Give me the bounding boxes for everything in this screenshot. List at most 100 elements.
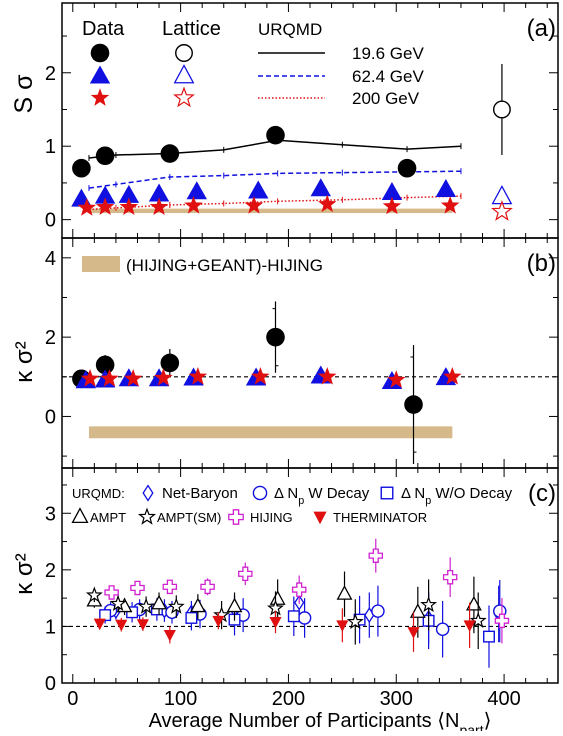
data-point [154,368,173,386]
data-point [118,184,140,203]
data-point [148,183,170,202]
legend-urqmd-prefix: URQMD: [72,486,125,501]
data-point [368,548,384,563]
data-point [317,367,337,385]
data-point [287,610,300,623]
data-point [167,597,185,614]
data-point [266,125,285,145]
legend-energy-label: 62.4 GeV [352,67,424,86]
legend-model-label: AMPT(SM) [157,510,221,525]
x-tick-label: 400 [487,688,520,710]
y-tick-label: 1 [45,616,56,638]
text-layer: 0 1 2 (a) 0 2 4 (b) 0 1 2 3 (c) S σ κ σ² κ σ² 0 100 200 300… [10,15,556,736]
data-point [163,629,176,642]
legend-model-label: Δ Np W Decay [274,485,370,507]
data-point [386,370,406,388]
panel-label: (a) [527,15,556,42]
frame-layer [61,2,559,684]
marks-layer [71,43,513,668]
legend-model-label: Δ Np W/O Decay [401,485,513,507]
data-point [109,594,127,611]
data-point [85,586,103,603]
y-tick-label: 0 [45,673,56,695]
data-point [226,597,243,613]
y-tick-label: 2 [45,63,56,85]
data-point [382,196,402,215]
data-point [443,367,462,385]
data-point [185,611,198,624]
legend-model-label: THERMINATOR [333,510,427,525]
data-point [189,597,206,613]
legend-energy-label: 19.6 GeV [352,44,424,63]
legend-marker-model [380,486,394,500]
legend-marker-data [90,43,110,63]
data-point [244,195,264,214]
bands-layer [82,208,453,439]
urqmd-curve [88,170,462,189]
data-point [186,181,207,200]
legend-marker-model [137,507,157,525]
data-point [440,195,460,214]
legend-model-label: HIJING [250,510,293,525]
y-tick-label: 3 [45,503,56,525]
data-point [317,194,337,213]
y-axis-title: κ σ² [11,341,38,382]
legend-energy-label: 200 GeV [352,89,420,108]
y-tick-label: 2 [45,560,56,582]
data-point [137,597,155,614]
data-point [151,594,167,610]
legend-marker-model [142,484,154,502]
data-point [149,197,169,216]
legend-model-label: AMPT [90,510,126,525]
data-point [407,627,420,639]
data-point [184,195,203,214]
data-point [119,197,139,216]
systematic-band [88,426,453,439]
legend-marker-lattice [173,64,195,84]
legend-header-data: Data [82,18,125,40]
x-tick-label: 300 [380,688,413,710]
data-point [130,580,145,596]
data-point [95,197,115,216]
x-tick-label: 100 [164,688,197,710]
data-point [310,178,331,197]
legend-marker-model [71,507,89,524]
data-point [494,613,510,629]
data-point [94,185,116,204]
data-point [238,566,253,582]
x-axis-title: Average Number of Participants ⟨Npart⟩ [149,710,492,731]
data-point [291,582,307,597]
legend-header-lattice: Lattice [162,18,221,40]
data-point [136,619,149,631]
data-point [99,609,112,622]
legend-marker-data [90,88,110,106]
data-point [188,367,208,385]
data-point [463,620,476,632]
data-point [200,579,215,595]
data-point [420,596,438,613]
y-tick-label: 0 [45,406,56,428]
legend-marker-lattice [173,86,195,108]
data-point [397,158,417,178]
data-point [404,395,423,414]
data-point [269,590,286,605]
data-point [409,603,426,618]
systematic-band [88,208,453,214]
panel-label: (c) [528,480,556,507]
panel-label: (b) [527,250,556,277]
data-point [77,198,97,216]
data-point [251,367,270,385]
data-point [162,579,178,595]
lattice-point [491,200,513,221]
data-point [442,569,458,585]
data-point [469,611,487,628]
data-point [381,181,403,200]
data-point [160,353,180,373]
systematic-bracket [272,308,279,367]
legend-band-swatch [82,256,120,272]
y-tick-label: 0 [45,210,56,232]
legend-model-label: Net-Baryon [162,485,238,502]
x-tick-label: 0 [67,688,78,710]
